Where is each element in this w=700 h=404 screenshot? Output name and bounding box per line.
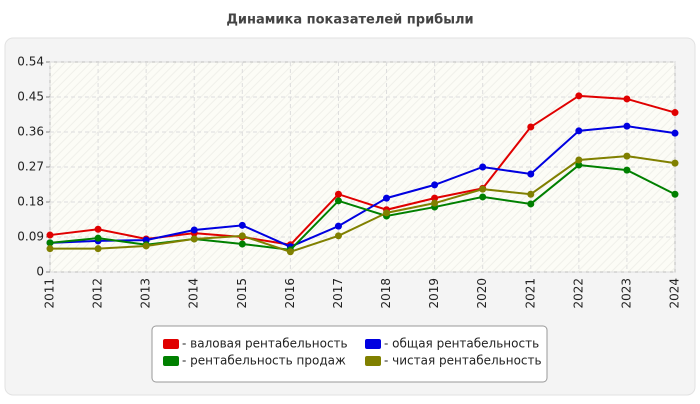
point	[479, 185, 487, 193]
legend-label: - общая рентабельность	[384, 337, 539, 351]
x-tick-label: 2022	[571, 278, 585, 309]
point	[431, 199, 439, 207]
point	[334, 222, 342, 230]
point	[238, 221, 246, 229]
x-tick-label: 2021	[523, 278, 537, 309]
point	[623, 152, 631, 160]
x-tick-label: 2016	[283, 278, 297, 309]
point	[46, 245, 54, 253]
x-tick-label: 2020	[475, 278, 489, 309]
x-tick-label: 2024	[668, 278, 682, 309]
point	[142, 242, 150, 250]
point	[334, 190, 342, 198]
point	[238, 240, 246, 248]
point	[94, 225, 102, 233]
legend-swatch	[163, 339, 179, 349]
point	[671, 159, 679, 167]
point	[575, 127, 583, 135]
point	[575, 156, 583, 164]
point	[334, 197, 342, 205]
series-line	[50, 155, 676, 253]
x-tick-label: 2014	[187, 278, 201, 309]
point	[671, 109, 679, 117]
x-tick-label: 2015	[235, 278, 249, 309]
y-tick-label: 0	[36, 265, 44, 279]
x-tick-label: 2018	[379, 278, 393, 309]
chart-title: Динамика показателей прибыли	[226, 13, 473, 28]
point	[575, 161, 583, 169]
legend-label: - рентабельность продаж	[182, 354, 346, 368]
point	[527, 123, 535, 131]
point	[190, 226, 198, 234]
legend	[151, 325, 548, 383]
point	[479, 163, 487, 171]
point	[94, 234, 102, 242]
point	[671, 129, 679, 137]
point	[46, 239, 54, 247]
x-tick-label: 2023	[619, 278, 633, 309]
y-tick-label: 0.36	[17, 125, 44, 139]
y-tick-label: 0.27	[17, 160, 44, 174]
series-line	[49, 125, 676, 248]
x-tick-label: 2019	[427, 278, 441, 309]
point	[238, 232, 246, 240]
point	[334, 232, 342, 240]
point	[46, 231, 54, 239]
point	[623, 166, 631, 174]
point	[527, 200, 535, 208]
point	[623, 95, 631, 103]
y-tick-label: 0.09	[17, 230, 44, 244]
x-tick-label: 2012	[91, 278, 105, 309]
legend-swatch	[163, 356, 179, 366]
legend-swatch	[365, 339, 381, 349]
x-tick-label: 2017	[331, 278, 345, 309]
point	[527, 190, 535, 198]
point	[671, 190, 679, 198]
point	[575, 92, 583, 100]
point	[431, 181, 439, 189]
point	[94, 245, 102, 253]
y-tick-label: 0.18	[17, 195, 44, 209]
point	[527, 170, 535, 178]
point	[623, 122, 631, 130]
legend-swatch	[365, 356, 381, 366]
point	[383, 194, 391, 202]
x-tick-label: 2013	[139, 278, 153, 309]
point	[479, 193, 487, 201]
y-tick-label: 0.45	[17, 90, 44, 104]
x-tick-label: 2011	[43, 278, 57, 309]
legend-label: - валовая рентабельность	[182, 337, 348, 351]
point	[190, 235, 198, 243]
legend-label: - чистая рентабельность	[384, 354, 542, 368]
point	[431, 194, 439, 202]
y-tick-label: 0.54	[17, 55, 44, 69]
point	[383, 209, 391, 217]
point	[286, 248, 294, 256]
